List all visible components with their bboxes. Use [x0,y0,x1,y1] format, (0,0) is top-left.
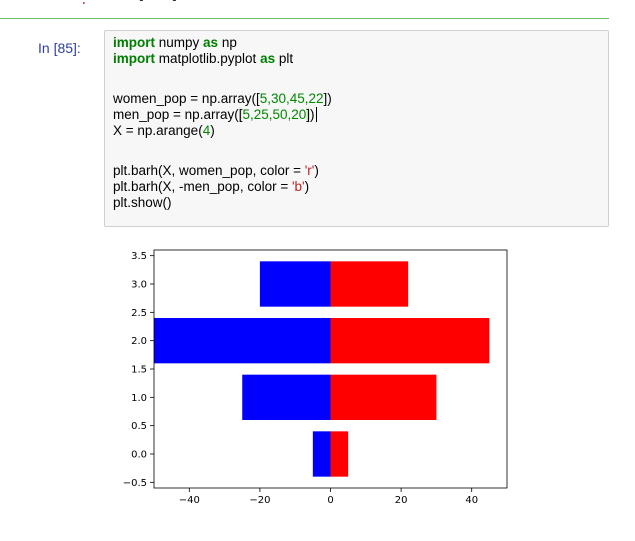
barh-chart: −40 −20 0 20 40 −0.5 0.0 0.5 1.0 1.5 2.0 2.5 3.0 3.5 [123,249,508,506]
code-text: ) [304,179,310,194]
code-number: 4 [202,123,211,138]
code-cell-editor[interactable]: import numpy as np import matplotlib.pyp… [104,30,609,227]
code-text: ) [210,123,215,138]
bar-series-1-3 [259,261,331,307]
y-tick-label: 0.0 [131,450,147,461]
y-tick-label: 1.0 [131,393,147,404]
y-tick-label: 2.5 [131,308,147,319]
code-text: ) [310,107,315,122]
x-tick-label: −20 [249,495,270,506]
text-cursor [315,107,317,122]
x-tick-label: 40 [465,495,478,506]
y-tick-label: 2.0 [131,336,147,347]
bar-series-0-3 [330,261,409,307]
bar-series-0-2 [330,318,490,364]
code-text: X = np.arange( [113,123,203,138]
code-string: 'r' [304,163,315,178]
keyword-import: import [113,51,155,66]
bar-series-0-0 [330,431,349,477]
code-line-8: plt.show() [113,195,172,211]
input-prompt: In [85]: [38,40,81,56]
matching-bracket-close: ] [306,107,311,122]
code-line-7: plt.barh(X, -men_pop, color = 'b') [113,179,309,195]
code-text: plt.show() [113,195,172,210]
code-text: women_pop = np.array([ [113,91,260,106]
keyword-as: as [260,51,276,66]
cell-divider [0,18,609,19]
code-text: numpy [155,35,204,50]
x-tick-label: −40 [179,495,200,506]
previous-cell-remnant: '.' ' ''-' '- '' ' '' [72,0,245,7]
code-text: matplotlib.pyplot [155,51,261,66]
code-line-6: plt.barh(X, women_pop, color = 'r') [113,163,319,179]
y-tick-label: 3.0 [131,280,147,291]
code-number-list: 5,25,50,20 [242,107,307,122]
bar-series-1-2 [154,318,331,364]
code-text: plt [275,51,294,66]
code-line-4: men_pop = np.array([5,25,50,20]) [113,107,317,123]
code-text: ) [314,163,319,178]
keyword-as: as [203,35,219,50]
code-text: men_pop = np.array( [113,107,239,122]
x-tick-label: 0 [327,495,333,506]
code-text: ]) [323,91,332,106]
y-tick-label: −0.5 [123,478,147,489]
code-text: np [218,35,237,50]
code-string: 'b' [291,179,305,194]
y-tick-label: 1.5 [131,365,147,376]
y-tick-label: 3.5 [131,251,147,262]
bar-series-1-0 [312,431,331,477]
bar-series-1-1 [242,374,331,420]
y-tick-label: 0.5 [131,421,147,432]
matching-bracket-open: [ [238,107,243,122]
code-line-1: import numpy as np [113,35,237,51]
x-tick-label: 20 [395,495,408,506]
code-number-list: 5,30,45,22 [259,91,324,106]
keyword-import: import [113,35,155,50]
code-text: plt.barh(X, -men_pop, color = [113,179,292,194]
bar-series-0-1 [330,374,437,420]
code-text: plt.barh(X, women_pop, color = [113,163,305,178]
code-line-5: X = np.arange(4) [113,123,215,139]
code-line-3: women_pop = np.array([5,30,45,22]) [113,91,332,107]
output-area: −40 −20 0 20 40 −0.5 0.0 0.5 1.0 1.5 2.0 2.5 3.0 3.5 [104,235,524,535]
code-line-2: import matplotlib.pyplot as plt [113,51,293,67]
